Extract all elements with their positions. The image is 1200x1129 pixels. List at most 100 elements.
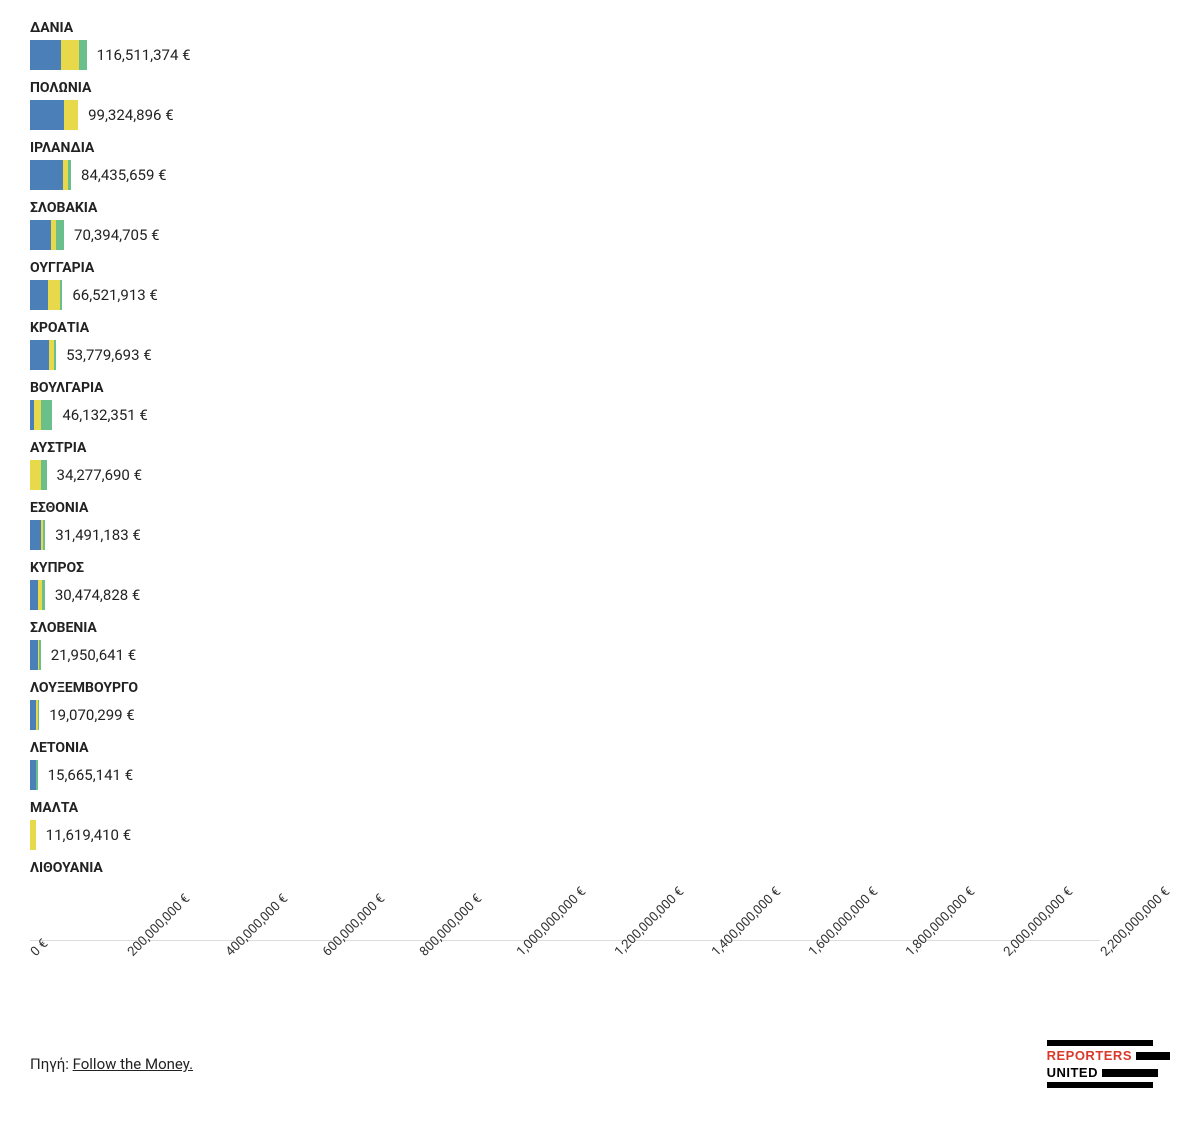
row-label: ΔΑΝΙΑ bbox=[30, 20, 1170, 36]
reporters-united-logo: REPORTERS UNITED bbox=[1047, 1040, 1170, 1088]
bar-track bbox=[30, 820, 36, 850]
row-value: 11,619,410 € bbox=[46, 826, 132, 844]
chart-row: ΜΑΛΤΑ 11,619,410 € bbox=[30, 800, 1170, 850]
bar-track bbox=[30, 280, 62, 310]
row-value: 46,132,351 € bbox=[62, 406, 148, 424]
axis-tick: 0 € bbox=[28, 936, 51, 959]
bar-segment bbox=[61, 40, 79, 70]
bar-track bbox=[30, 160, 71, 190]
chart-row: ΔΑΝΙΑ 116,511,374 € bbox=[30, 20, 1170, 70]
row-label: ΜΑΛΤΑ bbox=[30, 800, 1170, 816]
bar-track bbox=[30, 580, 45, 610]
source-prefix: Πηγή: bbox=[30, 1055, 73, 1073]
chart-row: ΠΟΛΩΝΙΑ 99,324,896 € bbox=[30, 80, 1170, 130]
bar-segment bbox=[30, 340, 49, 370]
logo-minibar-2 bbox=[1102, 1069, 1158, 1077]
bar-segment bbox=[42, 580, 45, 610]
chart-row: ΚΡΟΑΤΙΑ 53,779,693 € bbox=[30, 320, 1170, 370]
row-label: ΚΥΠΡΟΣ bbox=[30, 560, 1170, 576]
row-value: 70,394,705 € bbox=[74, 226, 160, 244]
chart-row: ΚΥΠΡΟΣ 30,474,828 € bbox=[30, 560, 1170, 610]
row-label: ΕΣΘΟΝΙΑ bbox=[30, 500, 1170, 516]
chart-row: ΟΥΓΓΑΡΙΑ 66,521,913 € bbox=[30, 260, 1170, 310]
row-label: ΙΡΛΑΝΔΙΑ bbox=[30, 140, 1170, 156]
row-value: 99,324,896 € bbox=[88, 106, 174, 124]
row-label: ΑΥΣΤΡΙΑ bbox=[30, 440, 1170, 456]
row-bar-line: 21,950,641 € bbox=[30, 640, 1170, 670]
logo-bar-bottom bbox=[1047, 1082, 1153, 1088]
logo-word-reporters: REPORTERS bbox=[1047, 1048, 1132, 1063]
source-line: Πηγή: Follow the Money. bbox=[30, 1055, 193, 1073]
row-label: ΠΟΛΩΝΙΑ bbox=[30, 80, 1170, 96]
row-label: ΛΕΤΟΝΙΑ bbox=[30, 740, 1170, 756]
bar-track bbox=[30, 700, 39, 730]
row-value: 53,779,693 € bbox=[66, 346, 152, 364]
bar-segment bbox=[30, 640, 38, 670]
row-bar-line bbox=[30, 880, 1170, 910]
bar-segment bbox=[79, 40, 87, 70]
row-value: 15,665,141 € bbox=[48, 766, 134, 784]
row-value: 31,491,183 € bbox=[55, 526, 141, 544]
chart-rows: ΔΑΝΙΑ 116,511,374 € ΠΟΛΩΝΙΑ 99,324,896 € ΙΡΛ… bbox=[30, 20, 1170, 910]
row-label: ΚΡΟΑΤΙΑ bbox=[30, 320, 1170, 336]
row-label: ΣΛΟΒΕΝΙΑ bbox=[30, 620, 1170, 636]
bar-segment bbox=[30, 520, 41, 550]
row-bar-line: 66,521,913 € bbox=[30, 280, 1170, 310]
logo-line-2: UNITED bbox=[1047, 1065, 1170, 1080]
bar-segment bbox=[60, 280, 62, 310]
chart-row: ΣΛΟΒΑΚΙΑ 70,394,705 € bbox=[30, 200, 1170, 250]
source-link[interactable]: Follow the Money. bbox=[73, 1055, 193, 1073]
bar-segment bbox=[68, 160, 71, 190]
bar-segment bbox=[30, 220, 51, 250]
chart-row: ΛΟΥΞΕΜΒΟΥΡΓΟ 19,070,299 € bbox=[30, 680, 1170, 730]
bar-track bbox=[30, 220, 64, 250]
bar-segment bbox=[38, 700, 39, 730]
bar-track bbox=[30, 640, 41, 670]
row-bar-line: 19,070,299 € bbox=[30, 700, 1170, 730]
bar-track bbox=[30, 520, 45, 550]
bar-segment bbox=[56, 220, 64, 250]
footer: Πηγή: Follow the Money. REPORTERS UNITED bbox=[30, 1040, 1170, 1088]
bar-segment bbox=[48, 280, 60, 310]
chart-row: ΛΙΘΟΥΑΝΙΑ bbox=[30, 860, 1170, 910]
row-bar-line: 11,619,410 € bbox=[30, 820, 1170, 850]
chart-row: ΒΟΥΛΓΑΡΙΑ 46,132,351 € bbox=[30, 380, 1170, 430]
row-value: 30,474,828 € bbox=[55, 586, 141, 604]
logo-line-1: REPORTERS bbox=[1047, 1048, 1170, 1063]
logo-minibar-1 bbox=[1136, 1052, 1170, 1060]
row-value: 66,521,913 € bbox=[72, 286, 158, 304]
chart-row: ΕΣΘΟΝΙΑ 31,491,183 € bbox=[30, 500, 1170, 550]
row-bar-line: 70,394,705 € bbox=[30, 220, 1170, 250]
row-label: ΣΛΟΒΑΚΙΑ bbox=[30, 200, 1170, 216]
bar-segment bbox=[30, 160, 63, 190]
chart-row: ΙΡΛΑΝΔΙΑ 84,435,659 € bbox=[30, 140, 1170, 190]
row-label: ΟΥΓΓΑΡΙΑ bbox=[30, 260, 1170, 276]
bar-segment bbox=[64, 100, 78, 130]
row-value: 19,070,299 € bbox=[49, 706, 135, 724]
bar-track bbox=[30, 460, 47, 490]
chart-area: ΔΑΝΙΑ 116,511,374 € ΠΟΛΩΝΙΑ 99,324,896 € ΙΡΛ… bbox=[30, 20, 1170, 1020]
row-bar-line: 53,779,693 € bbox=[30, 340, 1170, 370]
bar-segment bbox=[30, 280, 48, 310]
bar-track bbox=[30, 760, 38, 790]
bar-segment bbox=[30, 580, 38, 610]
row-bar-line: 30,474,828 € bbox=[30, 580, 1170, 610]
row-value: 84,435,659 € bbox=[81, 166, 167, 184]
row-label: ΛΟΥΞΕΜΒΟΥΡΓΟ bbox=[30, 680, 1170, 696]
row-value: 34,277,690 € bbox=[57, 466, 143, 484]
bar-track bbox=[30, 340, 56, 370]
chart-row: ΣΛΟΒΕΝΙΑ 21,950,641 € bbox=[30, 620, 1170, 670]
bar-segment bbox=[54, 340, 56, 370]
bar-segment bbox=[30, 100, 64, 130]
bar-track bbox=[30, 100, 78, 130]
logo-word-united: UNITED bbox=[1047, 1065, 1098, 1080]
row-bar-line: 46,132,351 € bbox=[30, 400, 1170, 430]
logo-bar-top bbox=[1047, 1040, 1153, 1046]
row-label: ΒΟΥΛΓΑΡΙΑ bbox=[30, 380, 1170, 396]
bar-segment bbox=[30, 820, 36, 850]
row-value: 116,511,374 € bbox=[97, 46, 191, 64]
row-value: 21,950,641 € bbox=[51, 646, 137, 664]
bar-segment bbox=[34, 400, 41, 430]
bar-segment bbox=[41, 460, 47, 490]
bar-segment bbox=[30, 40, 61, 70]
